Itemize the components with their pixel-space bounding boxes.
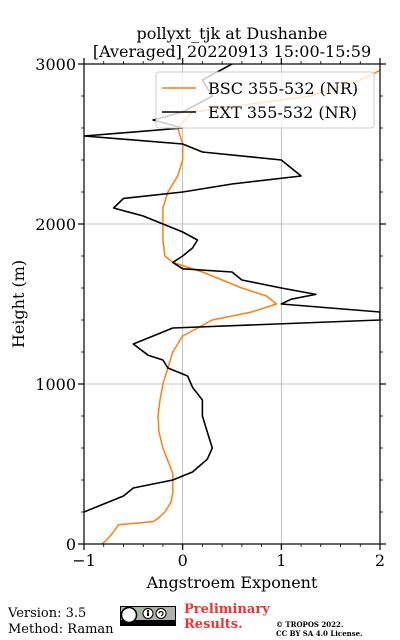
x-axis-label: Angstroem Exponent	[146, 573, 318, 592]
y-tick-label: 2000	[35, 215, 76, 234]
copyright-note: © TROPOS 2022. CC BY SA 4.0 License.	[276, 620, 363, 638]
legend-label-bsc: BSC 355-532 (NR)	[208, 79, 358, 98]
y-axis-label: Height (m)	[9, 260, 28, 348]
axes-frame	[83, 63, 381, 545]
method-text: Method: Raman	[8, 622, 114, 637]
y-tick-label: 1000	[35, 375, 76, 394]
x-tick-label: 0	[178, 551, 188, 570]
series-line-bsc	[101, 69, 380, 544]
series-line-ext	[84, 64, 380, 513]
copyright-line2: CC BY SA 4.0 License.	[276, 629, 363, 638]
version-text: Version: 3.5	[8, 606, 87, 621]
chart-title-line1: pollyxt_tjk at Dushanbe	[136, 24, 327, 43]
preliminary-line2: Results.	[184, 617, 243, 632]
x-tick-label: −1	[72, 551, 96, 570]
chart-title-line2: [Averaged] 20220913 15:00-15:59	[93, 42, 371, 61]
legend-box	[155, 71, 375, 129]
y-tick-label: 0	[66, 535, 76, 554]
preliminary-results-note: Preliminary Results.	[184, 602, 270, 632]
cc-license-badge-icon	[120, 606, 176, 626]
legend-label-ext: EXT 355-532 (NR)	[208, 103, 357, 122]
x-tick-label: 1	[276, 551, 286, 570]
x-tick-label: 2	[375, 551, 385, 570]
preliminary-line1: Preliminary	[184, 602, 270, 617]
copyright-line1: © TROPOS 2022.	[276, 620, 344, 629]
y-tick-label: 3000	[35, 55, 76, 74]
